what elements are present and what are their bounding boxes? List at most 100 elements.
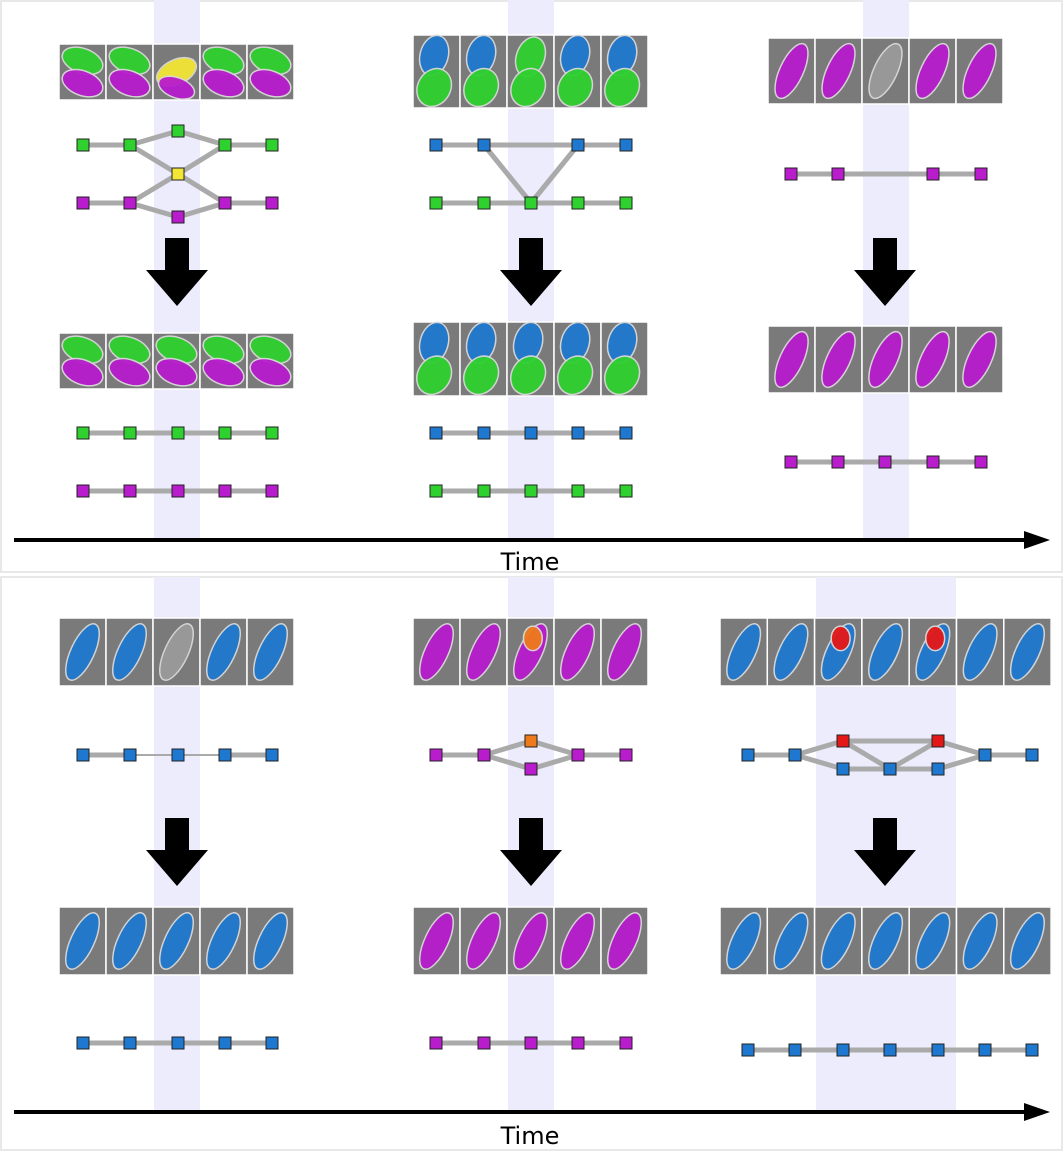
graph-node [265,484,279,498]
cell [157,75,196,100]
cell [111,623,148,681]
cell [559,912,596,970]
down-arrow [854,818,916,886]
graph-node [788,1043,802,1057]
graph-edge [794,752,844,772]
graph-node [429,1036,443,1050]
graph-edge [128,171,180,206]
graph-node [883,1043,897,1057]
diagram-layer [14,0,1052,1121]
graph-node [571,196,585,210]
graph-edge [129,200,179,220]
cell [61,68,104,98]
cell [158,912,195,970]
cell [557,67,594,108]
graph-node [429,748,443,762]
cell [962,623,998,681]
graph-edge [177,128,226,148]
cell [559,623,596,681]
graph-node [524,484,538,498]
down-arrow [500,818,562,886]
graph-edge [128,142,180,177]
graph-node [524,426,538,440]
graph-node [784,455,798,469]
graph-node [218,426,232,440]
graph-node [265,748,279,762]
graph-node [477,138,491,152]
time-arrowhead [1024,531,1050,549]
graph-node [931,1043,945,1057]
graph-node [265,196,279,210]
graph-node [1025,748,1039,762]
graph-node [741,1043,755,1057]
graph-node [171,124,185,138]
graph-node [883,762,897,776]
graph-node [477,484,491,498]
graph-node [265,1036,279,1050]
graph-node [836,734,850,748]
down-arrow [146,818,208,886]
graph-edge [482,143,533,205]
graph-node [123,138,137,152]
cell [773,623,809,681]
graph-node [978,1043,992,1057]
graph-node [171,210,185,224]
graph-edge [529,143,580,205]
graph-node [171,426,185,440]
graph-node [76,196,90,210]
cell [158,623,195,681]
cell [510,67,547,108]
graph-node [76,1036,90,1050]
cell [522,625,543,652]
cell [64,623,101,681]
cell [61,357,104,387]
graph-node [1025,1043,1039,1057]
graph-node [218,196,232,210]
cell [868,623,904,681]
graph-edge [483,738,532,758]
cell [510,355,547,396]
graph-node [429,196,443,210]
cell [606,623,643,681]
cell [416,355,453,396]
graph-edge [888,738,940,772]
graph-node [788,748,802,762]
graph-node [218,1036,232,1050]
graph-node [619,138,633,152]
graph-node [974,167,988,181]
cell [557,355,594,396]
cell [773,912,809,970]
cell [416,67,453,108]
down-arrow [146,238,208,306]
graph-node [524,734,538,748]
cell [962,330,997,389]
graph-node [831,455,845,469]
cell [252,623,289,681]
cell [915,330,950,389]
cell [111,912,148,970]
graph-node [524,1036,538,1050]
cell [463,67,500,108]
cell [512,912,549,970]
cell [604,67,641,108]
graph-node [978,748,992,762]
graph-node [76,484,90,498]
cell [465,912,502,970]
graph-node [571,426,585,440]
cell [606,912,643,970]
graph-node [619,748,633,762]
cell [465,623,502,681]
cell [868,42,903,100]
graph-node [429,426,443,440]
cell [249,357,292,387]
graph-edge [129,128,179,148]
cell [155,357,198,387]
graph-node [265,426,279,440]
cell [205,912,242,970]
graph-node [429,484,443,498]
down-arrow [854,238,916,306]
cell [604,355,641,396]
graph-edge [176,171,227,206]
graph-edge [937,752,986,772]
